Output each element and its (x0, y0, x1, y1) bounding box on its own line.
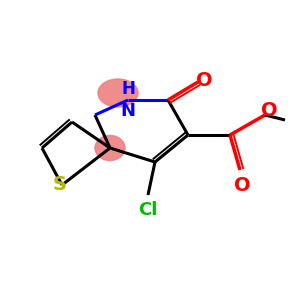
Text: H: H (121, 80, 135, 98)
Text: O: O (234, 176, 250, 195)
Text: N: N (121, 102, 136, 120)
Ellipse shape (98, 79, 138, 107)
Text: O: O (261, 101, 277, 121)
Text: Cl: Cl (138, 201, 158, 219)
Ellipse shape (95, 136, 125, 160)
Text: S: S (53, 176, 67, 194)
Text: O: O (196, 70, 212, 89)
